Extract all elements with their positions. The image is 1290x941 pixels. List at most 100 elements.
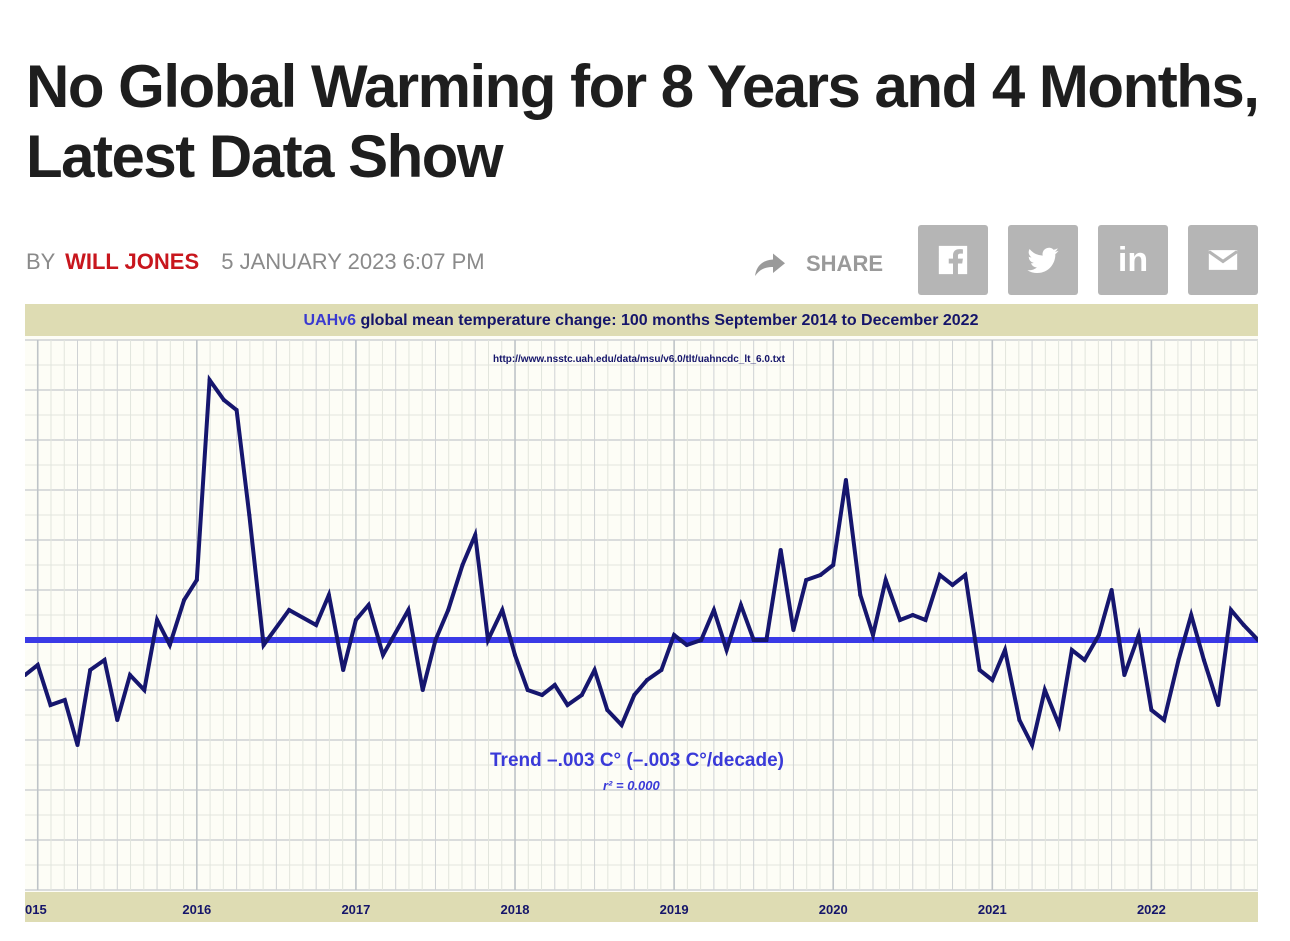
data-point [207,378,212,382]
data-point [937,573,942,577]
x-tick-label: 015 [25,902,47,917]
data-point [605,708,610,712]
data-point [592,668,597,672]
x-tick-label: 2017 [341,902,370,917]
data-point [1003,648,1008,652]
data-point [1176,658,1181,662]
author-link[interactable]: WILL JONES [65,249,200,274]
data-point [366,603,371,607]
data-point [155,618,160,622]
data-point [1149,708,1154,712]
facebook-icon [938,245,968,275]
data-point [672,633,677,637]
series-points [25,378,1258,747]
email-icon [1207,250,1239,270]
data-point [1241,623,1246,627]
facebook-button[interactable] [918,225,988,295]
data-point [500,608,505,612]
data-point [1030,743,1035,747]
data-point [659,668,664,672]
data-point [433,638,438,642]
chart-axis-band [25,892,1258,922]
data-point [950,583,955,587]
data-point [194,578,199,582]
share-label: SHARE [806,251,884,276]
data-point [923,618,928,622]
data-point [247,513,252,517]
chart-title-band [25,304,1258,336]
data-point [473,533,478,537]
data-point [75,743,80,747]
data-point [420,688,425,692]
email-button[interactable] [1188,225,1258,295]
publish-date: 5 JANUARY 2023 6:07 PM [221,249,485,274]
title-line-1: No Global Warming for 8 Years and 4 Mont… [26,53,1260,120]
data-point [167,643,172,647]
data-point [552,683,557,687]
data-point [990,678,995,682]
data-point [1096,633,1101,637]
data-point [115,718,120,722]
data-point [1189,613,1194,617]
data-point [513,653,518,657]
data-point [1122,673,1127,677]
data-point [102,658,107,662]
chart-title-text: global mean temperature change: 100 mont… [360,312,978,329]
data-point [314,623,319,627]
x-axis-ticks: 015 2016 2017 2018 2019 2020 2021 2022 [25,902,1166,917]
data-point [1256,638,1258,642]
by-label: BY [26,249,55,274]
data-point [48,703,53,707]
title-line-2: Latest Data Show [26,123,504,190]
chart-svg: UAHv6 global mean temperature change: 10… [25,304,1258,922]
data-point [645,678,650,682]
data-point [128,673,133,677]
share-arrow-icon [755,253,785,276]
data-point [62,698,67,702]
data-point [565,703,570,707]
data-point [221,398,226,402]
data-point [261,643,266,647]
data-point [380,653,385,657]
data-point [1136,633,1141,637]
twitter-button[interactable] [1008,225,1078,295]
share-button[interactable]: SHARE [752,244,883,284]
data-point [1082,658,1087,662]
data-point [711,608,716,612]
data-point [326,593,331,597]
data-point [831,563,836,567]
page-title: No Global Warming for 8 Years and 4 Mont… [26,52,1266,192]
data-point [234,408,239,412]
linkedin-button[interactable]: in [1098,225,1168,295]
data-point [764,638,769,642]
data-point [1069,648,1074,652]
data-point [738,603,743,607]
data-point [182,598,187,602]
data-point [460,563,465,567]
data-point [898,618,903,622]
data-point [35,663,40,667]
data-point [1162,718,1167,722]
data-point [724,648,729,652]
data-point [1057,723,1062,727]
data-point [778,548,783,552]
data-point [632,693,637,697]
data-point [883,578,888,582]
temperature-chart: UAHv6 global mean temperature change: 10… [25,304,1258,922]
data-point [25,673,27,677]
data-point [406,608,411,612]
data-point [1228,608,1233,612]
x-tick-label: 2016 [182,902,211,917]
data-point [870,633,875,637]
data-point [910,613,915,617]
data-point [1017,718,1022,722]
data-point [1216,703,1221,707]
chart-title: UAHv6 global mean temperature change: 10… [304,312,979,329]
data-point [751,638,756,642]
x-tick-label: 2020 [819,902,848,917]
x-tick-label: 2018 [501,902,530,917]
data-point [1201,658,1206,662]
data-point [540,693,545,697]
data-point [804,578,809,582]
data-point [485,638,490,642]
